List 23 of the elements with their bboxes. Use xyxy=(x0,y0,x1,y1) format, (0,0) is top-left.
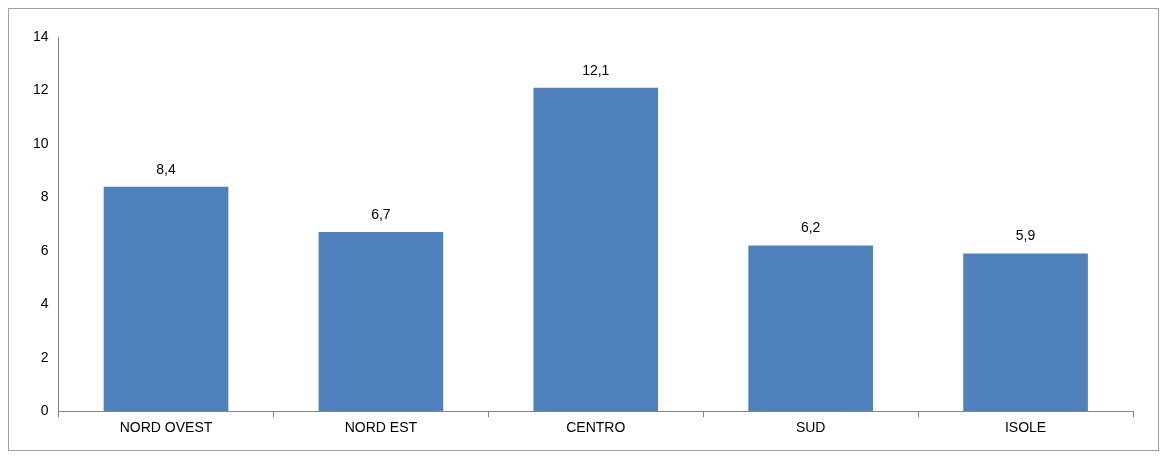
y-tick-label: 4 xyxy=(40,295,49,312)
data-label: 6,7 xyxy=(371,205,391,222)
y-tick-label: 6 xyxy=(40,241,49,258)
x-tick-label: ISOLE xyxy=(1004,419,1047,436)
bar xyxy=(103,186,229,412)
x-tick-label: SUD xyxy=(795,419,826,436)
data-label: 5,9 xyxy=(1015,227,1036,244)
x-tick-label: NORD EST xyxy=(344,419,418,436)
x-tick-label: CENTRO xyxy=(566,419,626,436)
y-tick-label: 10 xyxy=(32,134,49,151)
bar xyxy=(533,87,659,412)
y-tick-label: 14 xyxy=(32,27,49,44)
data-label: 12,1 xyxy=(582,61,610,78)
y-tick-label: 8 xyxy=(40,188,49,205)
x-tick-label: NORD OVEST xyxy=(119,419,213,436)
y-tick-label: 2 xyxy=(40,348,49,365)
bar xyxy=(963,253,1088,412)
bar xyxy=(748,245,873,412)
bar xyxy=(318,232,444,412)
y-tick-label: 0 xyxy=(40,402,49,419)
y-tick-label: 12 xyxy=(32,81,49,98)
data-label: 6,2 xyxy=(800,219,821,236)
data-label: 8,4 xyxy=(156,160,176,177)
